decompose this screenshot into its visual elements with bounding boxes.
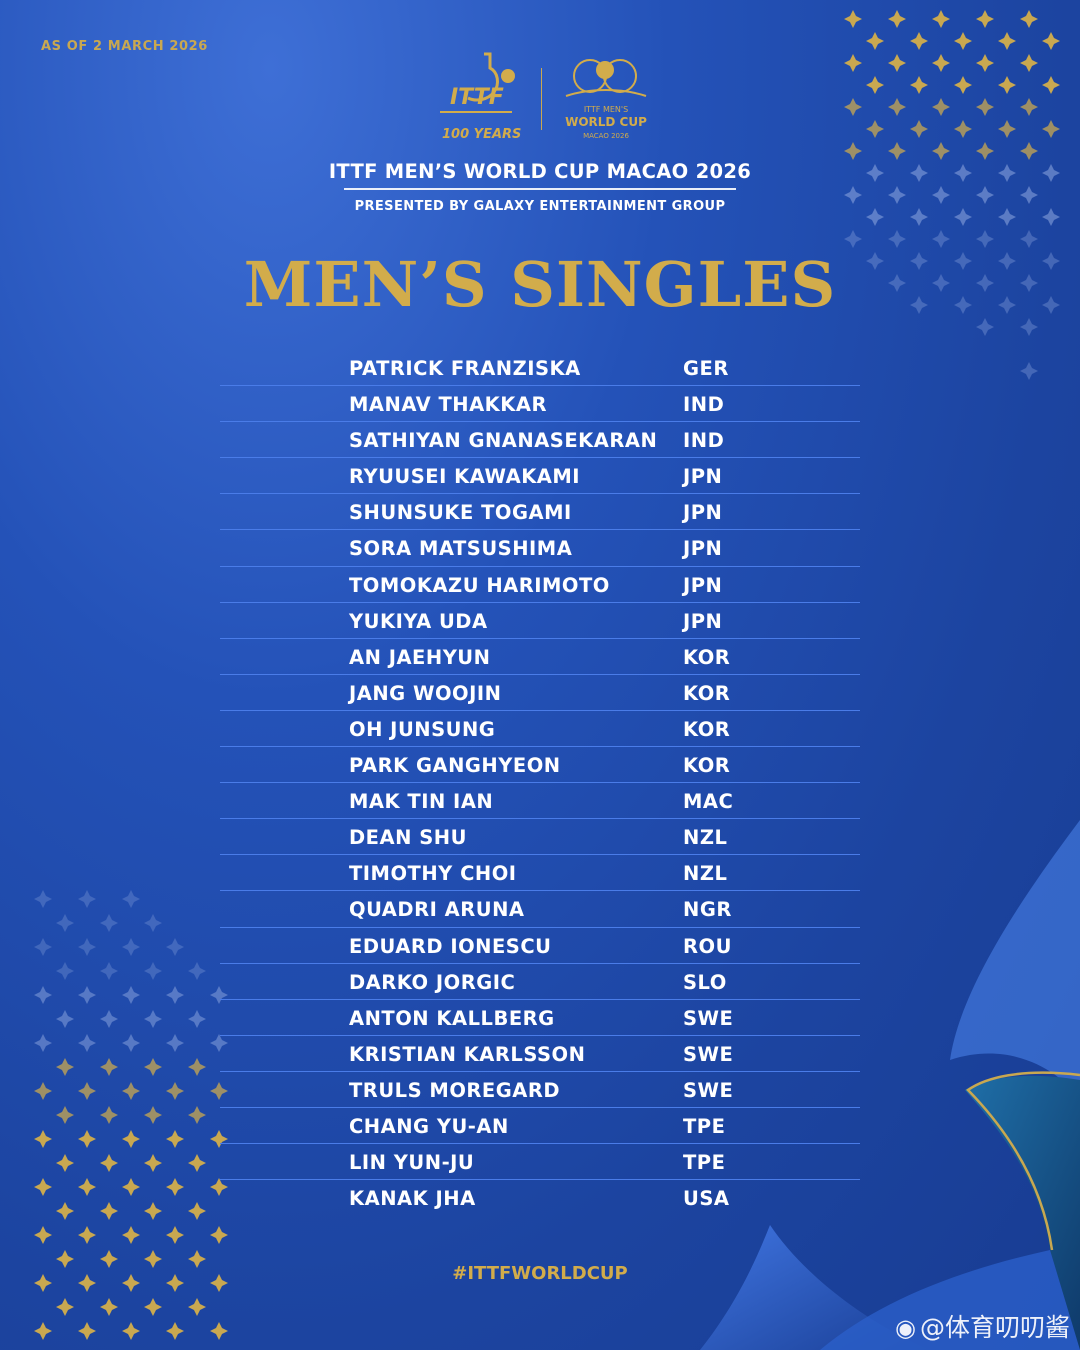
player-name: DARKO JORGIC: [349, 970, 516, 994]
sparkle-pattern-bottom-left: [34, 890, 228, 1340]
player-country: NGR: [683, 898, 732, 922]
player-name: MAK TIN IAN: [349, 790, 494, 814]
player-list: PATRICK FRANZISKA GER MANAV THAKKAR IND SATH…: [220, 350, 860, 1215]
player-row: LIN YUN-JU TPE: [220, 1144, 860, 1181]
svg-text:ITTF MEN'S: ITTF MEN'S: [584, 105, 628, 114]
player-country: KOR: [683, 681, 731, 705]
player-row: ANTON KALLBERG SWE: [220, 1000, 860, 1036]
as-of-date: AS OF 2 MARCH 2026: [41, 39, 208, 54]
player-row: YUKIYA UDA JPN: [220, 603, 860, 639]
world-cup-macao-logo: ITTF MEN'S WORLD CUP MACAO 2026: [565, 59, 647, 140]
player-row: RYUUSEI KAWAKAMI JPN: [220, 458, 860, 495]
player-country: JPN: [683, 465, 723, 489]
player-name: KRISTIAN KARLSSON: [349, 1042, 586, 1066]
player-row: DEAN SHU NZL: [220, 819, 860, 856]
player-country: SLO: [683, 970, 727, 994]
player-name: SHUNSUKE TOGAMI: [349, 501, 572, 525]
player-row: MANAV THAKKAR IND: [220, 386, 860, 423]
player-name: CHANG YU-AN: [349, 1114, 509, 1138]
player-name: LIN YUN-JU: [349, 1151, 475, 1175]
weibo-watermark: ◉ @体育叨叨酱: [895, 1308, 1070, 1344]
player-name: KANAK JHA: [349, 1187, 476, 1211]
player-country: KOR: [683, 754, 731, 778]
player-name: MANAV THAKKAR: [349, 393, 548, 417]
watermark-text: @体育叨叨酱: [919, 1313, 1070, 1342]
presented-by-line: PRESENTED BY GALAXY ENTERTAINMENT GROUP: [354, 199, 726, 214]
player-name: QUADRI ARUNA: [349, 898, 525, 922]
player-country: MAC: [683, 790, 734, 814]
player-row: TRULS MOREGARD SWE: [220, 1072, 860, 1108]
player-name: PATRICK FRANZISKA: [349, 357, 581, 380]
player-row: KANAK JHA USA: [220, 1180, 860, 1215]
section-title: MEN’S SINGLES: [243, 248, 837, 321]
svg-text:ITTF: ITTF: [450, 85, 504, 110]
player-row: MAK TIN IAN MAC: [220, 783, 860, 820]
player-country: NZL: [683, 862, 728, 886]
player-row: QUADRI ARUNA NGR: [220, 891, 860, 928]
player-country: TPE: [683, 1114, 726, 1138]
hashtag: #ITTFWORLDCUP: [452, 1263, 628, 1284]
player-row: TIMOTHY CHOI NZL: [220, 855, 860, 892]
player-row: JANG WOOJIN KOR: [220, 675, 860, 711]
logo-divider: [541, 68, 542, 130]
player-country: JPN: [683, 573, 723, 597]
svg-text:WORLD CUP: WORLD CUP: [565, 115, 647, 129]
player-country: IND: [683, 393, 725, 417]
player-name: TIMOTHY CHOI: [349, 862, 517, 886]
svg-text:100 YEARS: 100 YEARS: [442, 127, 521, 142]
player-country: TPE: [683, 1151, 726, 1175]
player-name: YUKIYA UDA: [349, 609, 488, 633]
player-name: PARK GANGHYEON: [349, 754, 561, 778]
player-name: SORA MATSUSHIMA: [349, 537, 573, 561]
player-row: SHUNSUKE TOGAMI JPN: [220, 494, 860, 531]
player-name: RYUUSEI KAWAKAMI: [349, 465, 581, 489]
player-country: IND: [683, 429, 725, 453]
player-country: USA: [683, 1187, 730, 1211]
event-title: ITTF MEN’S WORLD CUP MACAO 2026: [328, 160, 752, 183]
player-row: AN JAEHYUN KOR: [220, 639, 860, 675]
player-country: KOR: [683, 645, 731, 669]
player-country: SWE: [683, 1006, 734, 1030]
player-country: SWE: [683, 1042, 734, 1066]
player-row: PATRICK FRANZISKA GER: [220, 350, 860, 387]
player-row: CHANG YU-AN TPE: [220, 1108, 860, 1145]
player-country: JPN: [683, 501, 723, 525]
player-row: PARK GANGHYEON KOR: [220, 747, 860, 784]
player-country: JPN: [683, 609, 723, 633]
weibo-icon: ◉: [895, 1314, 916, 1342]
player-name: DEAN SHU: [349, 826, 467, 850]
player-country: ROU: [683, 934, 732, 958]
player-name: JANG WOOJIN: [349, 681, 502, 705]
logo-row: ITTF 100 YEARS ITTF MEN'S WORLD CUP MACA…: [0, 50, 1080, 142]
title-divider: [344, 188, 736, 190]
player-country: JPN: [683, 537, 723, 561]
player-name: TOMOKAZU HARIMOTO: [349, 573, 610, 597]
player-name: SATHIYAN GNANASEKARAN: [349, 429, 658, 453]
player-country: SWE: [683, 1078, 734, 1102]
ittf-100-years-logo: ITTF 100 YEARS: [440, 52, 521, 142]
svg-text:MACAO 2026: MACAO 2026: [583, 132, 629, 140]
player-name: OH JUNSUNG: [349, 717, 496, 741]
player-row: SATHIYAN GNANASEKARAN IND: [220, 422, 860, 459]
player-country: NZL: [683, 826, 728, 850]
player-row: OH JUNSUNG KOR: [220, 711, 860, 748]
player-country: KOR: [683, 717, 731, 741]
player-name: AN JAEHYUN: [349, 645, 491, 669]
player-row: KRISTIAN KARLSSON SWE: [220, 1036, 860, 1072]
player-name: ANTON KALLBERG: [349, 1006, 555, 1030]
player-row: EDUARD IONESCU ROU: [220, 928, 860, 964]
player-country: GER: [683, 357, 729, 380]
player-row: TOMOKAZU HARIMOTO JPN: [220, 567, 860, 603]
sparkle-pattern-top-right: [844, 10, 1060, 380]
player-row: SORA MATSUSHIMA JPN: [220, 530, 860, 567]
player-name: EDUARD IONESCU: [349, 934, 552, 958]
player-name: TRULS MOREGARD: [349, 1078, 561, 1102]
player-row: DARKO JORGIC SLO: [220, 964, 860, 1000]
